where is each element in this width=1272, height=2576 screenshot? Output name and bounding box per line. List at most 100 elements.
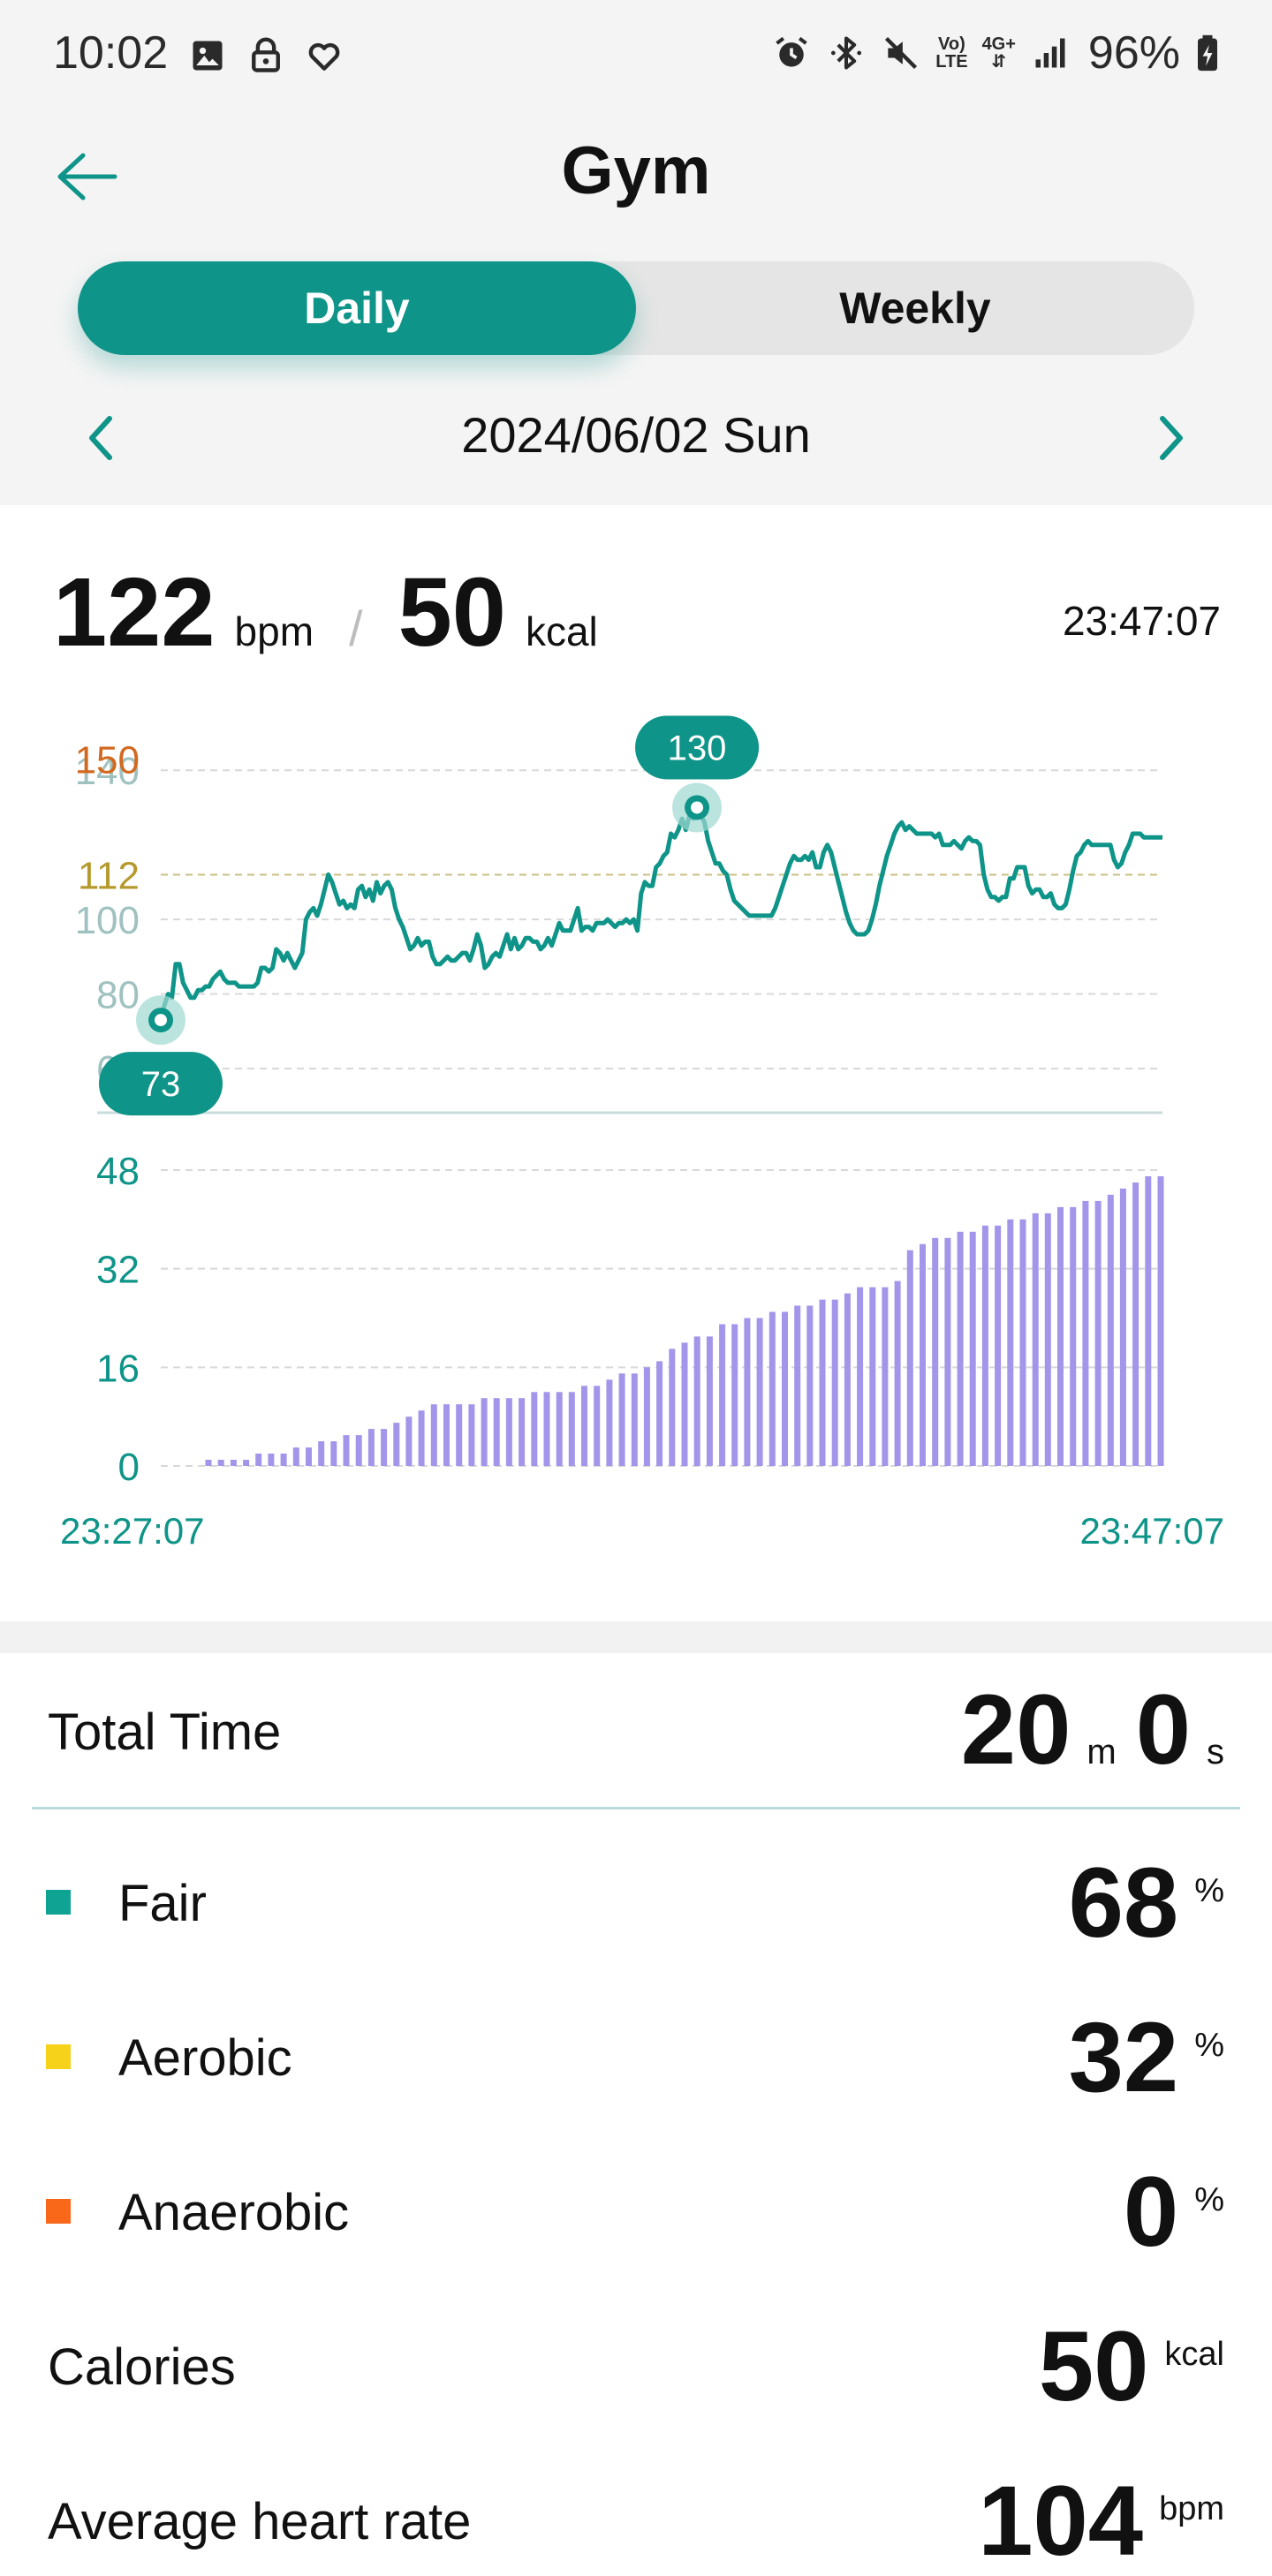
date-label: 2024/06/02 Sun bbox=[461, 407, 811, 463]
x-tick-end: 23:47:07 bbox=[1080, 1510, 1225, 1552]
max-label-pill bbox=[635, 715, 760, 780]
fair-unit: % bbox=[1194, 1872, 1224, 1909]
calorie-bar bbox=[981, 1225, 988, 1466]
period-toggle: Daily Weekly bbox=[78, 261, 1194, 355]
calorie-bar bbox=[782, 1311, 788, 1466]
arrow-left-icon bbox=[57, 153, 117, 200]
calorie-bar bbox=[869, 1287, 876, 1466]
calorie-bar bbox=[606, 1379, 613, 1466]
anaerobic-unit: % bbox=[1194, 2181, 1224, 2218]
mute-icon bbox=[881, 33, 921, 73]
calorie-bar bbox=[894, 1280, 901, 1466]
calorie-bar bbox=[217, 1460, 224, 1466]
calorie-bar bbox=[230, 1460, 237, 1466]
calorie-bar bbox=[1094, 1200, 1102, 1466]
calorie-bar bbox=[292, 1447, 299, 1466]
back-button[interactable] bbox=[51, 141, 122, 212]
calorie-bar bbox=[519, 1398, 526, 1466]
divider bbox=[32, 1807, 1240, 1809]
calorie-bar bbox=[418, 1410, 425, 1466]
kcal-value: 50 bbox=[398, 558, 506, 667]
calorie-bar bbox=[1107, 1194, 1114, 1466]
calorie-bar bbox=[768, 1311, 776, 1466]
calorie-bar bbox=[205, 1460, 212, 1466]
alarm-icon bbox=[771, 33, 812, 73]
calorie-bar bbox=[493, 1398, 500, 1466]
hr-y-tick: 100 bbox=[75, 899, 140, 942]
calorie-bar bbox=[944, 1237, 951, 1466]
calorie-bar bbox=[556, 1392, 563, 1467]
calorie-bar bbox=[343, 1435, 350, 1466]
calorie-bar bbox=[367, 1429, 375, 1466]
calorie-bar bbox=[306, 1447, 312, 1466]
calorie-bar bbox=[405, 1416, 413, 1466]
calorie-bar bbox=[1070, 1206, 1077, 1466]
anaerobic-label: Anaerobic bbox=[118, 2184, 350, 2241]
calorie-bar bbox=[995, 1225, 1002, 1466]
summary-separator: / bbox=[349, 601, 363, 656]
calorie-bar bbox=[857, 1287, 864, 1466]
calorie-bar bbox=[531, 1392, 538, 1467]
min-label-text: 73 bbox=[141, 1065, 181, 1104]
calorie-bar bbox=[393, 1423, 400, 1466]
total-time-seconds: 0 bbox=[1135, 1674, 1191, 1785]
status-time: 10:02 bbox=[53, 27, 169, 79]
aerobic-row: Aerobic 32 % bbox=[0, 1991, 1272, 2124]
calorie-bar bbox=[957, 1231, 964, 1466]
calorie-bar bbox=[594, 1386, 601, 1466]
max-marker-center bbox=[691, 801, 704, 814]
calorie-bar bbox=[844, 1293, 851, 1466]
calorie-bar bbox=[906, 1250, 913, 1466]
calories-value: 50 bbox=[1038, 2311, 1149, 2421]
calories-row: Calories 50 kcal bbox=[0, 2300, 1272, 2433]
anaerobic-value: 0 bbox=[1123, 2157, 1179, 2267]
calorie-bar bbox=[330, 1441, 337, 1466]
calorie-bar bbox=[1007, 1219, 1014, 1466]
anaerobic-legend-swatch bbox=[46, 2199, 71, 2224]
calorie-bar bbox=[719, 1324, 726, 1466]
calorie-bar bbox=[656, 1361, 663, 1466]
heart-rate-line bbox=[158, 805, 1162, 1021]
tab-daily[interactable]: Daily bbox=[78, 261, 636, 355]
aerobic-legend-swatch bbox=[46, 2044, 71, 2069]
calorie-bar bbox=[731, 1324, 738, 1466]
heart-icon bbox=[304, 35, 344, 76]
bar-y-tick: 32 bbox=[96, 1249, 140, 1292]
volte-indicator: Vo) LTE bbox=[935, 34, 968, 72]
network-indicator: 4G+ ⇵ bbox=[981, 34, 1016, 72]
image-icon bbox=[187, 35, 228, 76]
kcal-unit: kcal bbox=[525, 608, 598, 654]
chevron-right-icon bbox=[1160, 416, 1183, 460]
calorie-bar bbox=[1132, 1182, 1140, 1466]
calorie-bar bbox=[1044, 1212, 1051, 1466]
summary-time: 23:47:07 bbox=[1062, 598, 1221, 644]
top-area bbox=[0, 0, 1272, 505]
total-time-minutes: 20 bbox=[960, 1674, 1071, 1785]
next-day-button[interactable] bbox=[1145, 404, 1198, 472]
calorie-bar bbox=[1157, 1176, 1164, 1466]
previous-day-button[interactable] bbox=[74, 404, 127, 472]
calorie-bar bbox=[280, 1454, 287, 1466]
calorie-bar bbox=[794, 1305, 801, 1466]
calorie-bar bbox=[255, 1454, 262, 1466]
hr-zone-label-112: 112 bbox=[78, 854, 140, 897]
calorie-bar bbox=[355, 1435, 362, 1466]
bar-y-tick: 48 bbox=[96, 1150, 140, 1193]
avg-heart-rate-value: 104 bbox=[978, 2466, 1144, 2576]
page-title: Gym bbox=[561, 133, 711, 208]
calories-label: Calories bbox=[48, 2338, 236, 2396]
tab-weekly[interactable]: Weekly bbox=[839, 283, 991, 333]
calorie-bar bbox=[430, 1404, 437, 1466]
calorie-bar bbox=[1119, 1188, 1126, 1466]
aerobic-value: 32 bbox=[1068, 2002, 1179, 2112]
calorie-bar bbox=[581, 1386, 587, 1466]
calorie-bar bbox=[693, 1336, 700, 1466]
bluetooth-icon bbox=[826, 33, 867, 73]
total-time-sec-unit: s bbox=[1207, 1733, 1224, 1771]
calorie-bar bbox=[932, 1237, 939, 1466]
calorie-bar bbox=[1019, 1219, 1026, 1466]
bar-y-tick: 16 bbox=[96, 1347, 140, 1390]
calorie-bar bbox=[618, 1373, 625, 1466]
calorie-bar bbox=[1082, 1200, 1089, 1466]
calorie-bar bbox=[969, 1231, 976, 1466]
